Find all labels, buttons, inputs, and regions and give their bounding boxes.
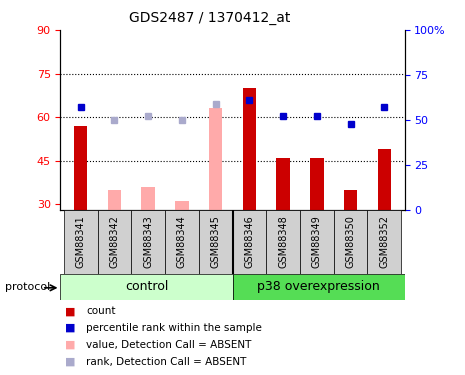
Text: ■: ■ bbox=[65, 323, 76, 333]
Text: rank, Detection Call = ABSENT: rank, Detection Call = ABSENT bbox=[86, 357, 246, 367]
Bar bbox=[141, 187, 155, 210]
Text: control: control bbox=[125, 280, 168, 293]
Text: protocol: protocol bbox=[5, 282, 50, 292]
FancyBboxPatch shape bbox=[266, 210, 300, 274]
FancyBboxPatch shape bbox=[60, 274, 232, 300]
FancyBboxPatch shape bbox=[232, 210, 266, 274]
Text: GSM88346: GSM88346 bbox=[245, 216, 254, 268]
Bar bbox=[74, 126, 87, 210]
Bar bbox=[243, 88, 256, 210]
FancyBboxPatch shape bbox=[165, 210, 199, 274]
Text: percentile rank within the sample: percentile rank within the sample bbox=[86, 323, 262, 333]
Text: GSM88345: GSM88345 bbox=[211, 215, 220, 268]
Text: GSM88341: GSM88341 bbox=[76, 216, 86, 268]
FancyBboxPatch shape bbox=[367, 210, 401, 274]
Text: GSM88343: GSM88343 bbox=[143, 216, 153, 268]
Bar bbox=[276, 158, 290, 210]
Text: GSM88349: GSM88349 bbox=[312, 216, 322, 268]
Text: GSM88342: GSM88342 bbox=[109, 215, 120, 268]
Bar bbox=[344, 190, 357, 210]
Text: count: count bbox=[86, 306, 115, 316]
FancyBboxPatch shape bbox=[131, 210, 165, 274]
Bar bbox=[108, 190, 121, 210]
Bar bbox=[209, 108, 222, 210]
FancyBboxPatch shape bbox=[232, 274, 405, 300]
FancyBboxPatch shape bbox=[98, 210, 131, 274]
Bar bbox=[175, 201, 189, 210]
FancyBboxPatch shape bbox=[199, 210, 232, 274]
Text: GSM88352: GSM88352 bbox=[379, 215, 389, 268]
Text: GSM88350: GSM88350 bbox=[345, 215, 356, 268]
Text: ■: ■ bbox=[65, 357, 76, 367]
Text: value, Detection Call = ABSENT: value, Detection Call = ABSENT bbox=[86, 340, 252, 350]
Text: GDS2487 / 1370412_at: GDS2487 / 1370412_at bbox=[128, 11, 290, 25]
Bar bbox=[378, 149, 391, 210]
FancyBboxPatch shape bbox=[64, 210, 98, 274]
FancyBboxPatch shape bbox=[334, 210, 367, 274]
Text: ■: ■ bbox=[65, 340, 76, 350]
Text: GSM88348: GSM88348 bbox=[278, 216, 288, 268]
Bar bbox=[310, 158, 324, 210]
Text: p38 overexpression: p38 overexpression bbox=[257, 280, 380, 293]
Text: GSM88344: GSM88344 bbox=[177, 216, 187, 268]
Text: ■: ■ bbox=[65, 306, 76, 316]
FancyBboxPatch shape bbox=[300, 210, 334, 274]
